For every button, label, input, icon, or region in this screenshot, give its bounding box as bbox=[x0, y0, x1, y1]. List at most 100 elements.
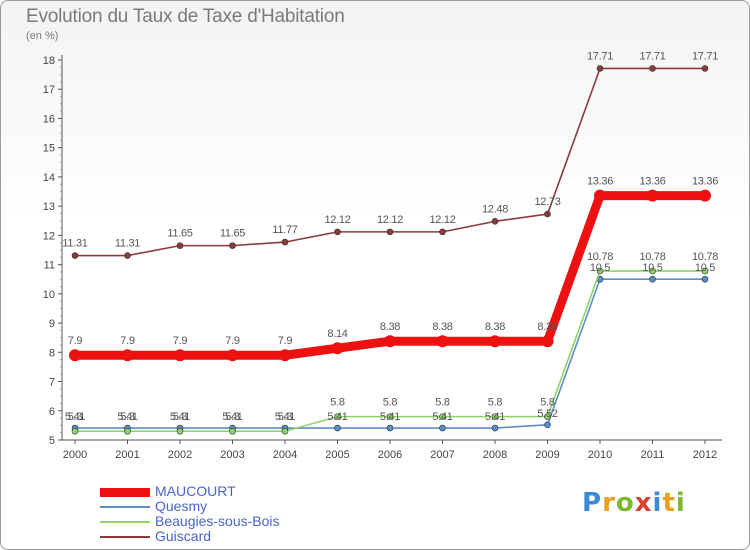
data-label: 5.52 bbox=[537, 408, 557, 420]
y-tick-label: 7 bbox=[49, 377, 55, 389]
data-point bbox=[281, 427, 289, 435]
data-label: 17.71 bbox=[692, 50, 718, 62]
y-tick-label: 6 bbox=[49, 406, 55, 418]
data-label: 17.71 bbox=[639, 50, 665, 62]
y-tick-label: 14 bbox=[43, 172, 55, 184]
chart-subtitle: (en %) bbox=[26, 30, 59, 42]
y-tick-label: 10 bbox=[43, 289, 55, 301]
data-label: 5.8 bbox=[540, 397, 555, 409]
data-label: 5.8 bbox=[435, 397, 450, 409]
data-label: 5.3 bbox=[68, 411, 83, 423]
data-point bbox=[229, 242, 236, 249]
y-tick-label: 8 bbox=[49, 347, 55, 359]
x-tick-label: 2008 bbox=[483, 449, 507, 461]
y-tick-label: 13 bbox=[43, 201, 55, 213]
data-label: 8.38 bbox=[537, 321, 557, 333]
data-label: 5.41 bbox=[432, 411, 452, 423]
data-point bbox=[124, 427, 131, 435]
y-tick-label: 16 bbox=[43, 113, 55, 125]
y-tick-label: 12 bbox=[43, 230, 55, 242]
data-point bbox=[334, 413, 341, 420]
y-tick-label: 9 bbox=[49, 318, 55, 330]
data-label: 5.41 bbox=[117, 411, 137, 423]
data-label: 13.36 bbox=[587, 176, 613, 188]
data-label: 11.31 bbox=[62, 238, 87, 250]
data-label: 7.9 bbox=[173, 335, 188, 347]
legend-swatch bbox=[100, 536, 150, 538]
data-point bbox=[121, 349, 134, 362]
data-point bbox=[491, 413, 499, 420]
data-point bbox=[701, 267, 709, 275]
legend-swatch bbox=[100, 521, 150, 523]
x-tick-label: 2004 bbox=[273, 449, 297, 461]
y-tick-label: 17 bbox=[43, 84, 55, 96]
data-label: 5.3 bbox=[278, 411, 293, 423]
data-label: 5.8 bbox=[330, 397, 345, 409]
data-label: 10.78 bbox=[639, 251, 665, 263]
proxiti-logo: Proxiti bbox=[582, 488, 686, 518]
x-tick-label: 2006 bbox=[378, 449, 402, 461]
data-point bbox=[646, 189, 659, 202]
data-label: 11.77 bbox=[272, 224, 297, 236]
data-label: 12.48 bbox=[482, 203, 508, 215]
data-point bbox=[226, 349, 239, 362]
data-label: 5.41 bbox=[170, 411, 190, 423]
data-label: 8.38 bbox=[485, 321, 505, 333]
data-point bbox=[124, 252, 131, 259]
data-point bbox=[701, 275, 709, 283]
data-label: 8.14 bbox=[327, 328, 347, 340]
data-point bbox=[649, 275, 656, 283]
data-point bbox=[544, 210, 551, 218]
data-point bbox=[69, 349, 81, 362]
x-tick-label: 2010 bbox=[588, 449, 612, 461]
data-label: 10.5 bbox=[642, 262, 662, 274]
x-tick-label: 2012 bbox=[693, 449, 717, 461]
data-point bbox=[334, 424, 341, 432]
legend-swatch bbox=[100, 506, 150, 508]
chart-title: Evolution du Taux de Taxe d'Habitation bbox=[26, 6, 345, 27]
x-tick-label: 2011 bbox=[641, 449, 665, 461]
data-point bbox=[386, 228, 394, 236]
x-tick-label: 2005 bbox=[325, 449, 349, 461]
data-point bbox=[489, 335, 501, 348]
data-label: 5.3 bbox=[173, 411, 188, 423]
legend-label: Beaugies-sous-Bois bbox=[155, 513, 280, 529]
data-label: 5.41 bbox=[380, 411, 400, 423]
data-label: 12.12 bbox=[324, 214, 350, 226]
legend-label: Quesmy bbox=[155, 498, 208, 514]
data-point bbox=[491, 218, 499, 225]
data-point bbox=[701, 65, 709, 72]
data-point bbox=[331, 342, 344, 355]
data-label: 5.41 bbox=[485, 411, 505, 423]
data-point bbox=[596, 267, 604, 275]
data-point bbox=[541, 335, 554, 348]
y-tick-label: 18 bbox=[43, 55, 55, 67]
data-point bbox=[386, 424, 394, 432]
data-point bbox=[439, 228, 446, 236]
x-tick-label: 2000 bbox=[63, 449, 87, 461]
data-label: 10.5 bbox=[695, 262, 715, 274]
data-label: 7.9 bbox=[225, 335, 240, 347]
data-point bbox=[594, 189, 606, 202]
data-label: 10.78 bbox=[587, 251, 613, 263]
x-tick-label: 2001 bbox=[115, 449, 139, 461]
data-point bbox=[71, 252, 79, 259]
data-point bbox=[384, 335, 396, 348]
data-label: 5.41 bbox=[327, 411, 347, 423]
data-label: 8.38 bbox=[432, 321, 452, 333]
x-tick-label: 2002 bbox=[168, 449, 192, 461]
data-point bbox=[334, 228, 341, 236]
data-point bbox=[386, 413, 394, 420]
data-label: 11.31 bbox=[115, 238, 140, 250]
y-tick-label: 11 bbox=[44, 260, 55, 272]
data-label: 10.78 bbox=[692, 251, 718, 263]
data-point bbox=[699, 189, 711, 202]
x-tick-label: 2007 bbox=[430, 449, 454, 461]
data-point bbox=[544, 421, 551, 429]
data-point bbox=[174, 349, 186, 362]
y-tick-label: 5 bbox=[49, 435, 55, 447]
data-label: 5.41 bbox=[222, 411, 242, 423]
data-point bbox=[176, 427, 184, 435]
